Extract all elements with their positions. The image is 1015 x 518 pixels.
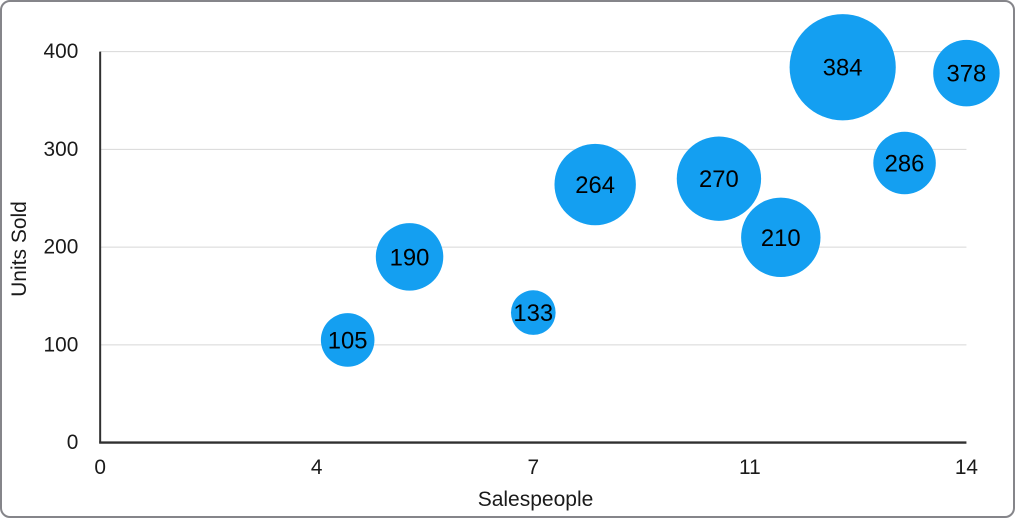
bubble-label: 105 — [328, 327, 368, 354]
y-tick-label: 0 — [67, 431, 79, 454]
bubble-point[interactable]: 105 — [320, 313, 375, 367]
x-tick-label: 4 — [311, 456, 323, 479]
x-axis-title: Salespeople — [477, 488, 594, 511]
bubble-label: 286 — [885, 151, 925, 178]
x-tick-label: 0 — [94, 456, 106, 479]
bubble-point[interactable]: 190 — [375, 223, 444, 291]
bubble-point[interactable]: 264 — [554, 143, 636, 226]
y-tick-label: 300 — [44, 138, 79, 161]
bubble-point[interactable]: 384 — [789, 14, 896, 121]
bubble[interactable] — [320, 313, 375, 367]
bubble-point[interactable]: 286 — [873, 131, 936, 195]
x-tick-label: 14 — [955, 456, 978, 479]
bubble-label: 264 — [575, 172, 615, 199]
bubble-label: 384 — [823, 55, 863, 82]
y-tick-label: 100 — [44, 333, 79, 356]
bubble[interactable] — [510, 290, 556, 335]
bubble-point[interactable]: 133 — [510, 290, 556, 335]
x-tick-label: 7 — [528, 456, 540, 479]
y-axis-title: Units Sold — [8, 201, 31, 297]
bubble-label: 270 — [699, 166, 739, 193]
bubble-point[interactable]: 270 — [676, 136, 762, 221]
bubble-point[interactable]: 378 — [933, 39, 1000, 107]
bubble[interactable] — [741, 197, 821, 278]
y-tick-label: 200 — [44, 236, 79, 259]
bubble-label: 378 — [947, 61, 987, 88]
x-tick-label: 11 — [739, 456, 761, 479]
bubble-point[interactable]: 210 — [741, 197, 821, 278]
bubble[interactable] — [873, 131, 936, 195]
bubble[interactable] — [676, 136, 762, 221]
bubble-label: 190 — [390, 244, 430, 271]
bubble[interactable] — [554, 143, 636, 226]
bubble[interactable] — [789, 14, 896, 121]
bubble-label: 210 — [761, 225, 801, 252]
bubble-label: 133 — [513, 300, 553, 327]
bubble[interactable] — [375, 223, 444, 291]
y-tick-label: 400 — [44, 40, 79, 63]
bubble[interactable] — [933, 39, 1000, 107]
